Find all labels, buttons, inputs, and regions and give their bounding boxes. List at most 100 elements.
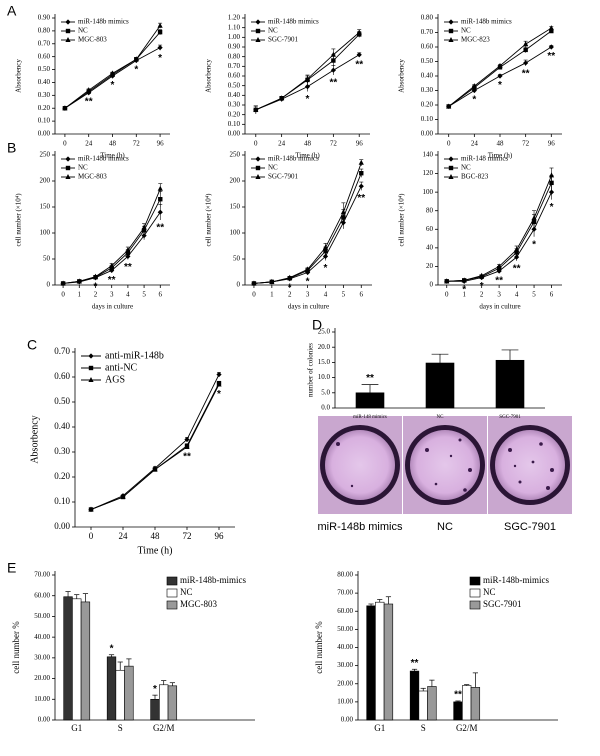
significance-mark: * (532, 239, 536, 250)
significance-mark: * (550, 202, 554, 213)
bar (355, 392, 385, 409)
y-tick-label: 50 (43, 255, 51, 263)
y-tick-label: 50 (233, 255, 241, 263)
y-tick-label: 0.00 (421, 130, 434, 138)
y-tick-label: 0.10 (228, 120, 241, 128)
y-tick-label: 5.0 (321, 388, 330, 396)
legend-marker (448, 165, 454, 171)
y-tick-label: 60.00 (337, 607, 353, 615)
x-tick-label: S (118, 723, 123, 733)
significance-mark: * (94, 281, 98, 292)
x-tick-label: 48 (151, 531, 161, 541)
bar (409, 670, 420, 721)
significance-mark: * (306, 94, 310, 105)
y-tick-label: 70.00 (337, 589, 353, 597)
x-tick-label: 1 (78, 291, 82, 299)
marker (62, 105, 68, 111)
marker (523, 41, 529, 47)
y-axis-label: cell number (×10⁴) (205, 193, 213, 247)
marker (496, 268, 502, 274)
bar (470, 687, 481, 721)
legend-swatch (166, 588, 178, 598)
y-tick-label: 0 (430, 281, 434, 289)
y-tick-label: 120 (423, 169, 434, 177)
y-tick-label: 150 (230, 203, 241, 211)
bar (63, 596, 73, 721)
marker (88, 506, 94, 512)
y-tick-label: 140 (423, 151, 434, 159)
legend-label: miR-148 mimics (461, 155, 509, 163)
marker (548, 172, 555, 178)
significance-mark: * (134, 64, 138, 75)
marker (330, 51, 336, 57)
marker (548, 189, 555, 195)
legend-marker (88, 353, 94, 359)
y-tick-label: 0.20 (228, 110, 241, 118)
marker (304, 75, 311, 81)
significance-mark: ** (355, 59, 363, 70)
marker (358, 183, 364, 189)
y-tick-label: 15.0 (318, 358, 331, 366)
y-tick-label: 0.40 (54, 421, 70, 431)
x-tick-label: 4 (324, 291, 328, 299)
y-tick-label: 0.80 (421, 14, 434, 22)
marker (356, 52, 362, 58)
marker (523, 60, 529, 66)
marker (549, 28, 554, 34)
y-tick-label: 200 (40, 177, 51, 185)
legend-label: anti-miR-148b (105, 350, 164, 361)
legend-marker (255, 165, 261, 171)
y-tick-label: 1.00 (228, 33, 241, 41)
dish (495, 430, 565, 500)
bar (115, 669, 125, 721)
y-tick-label: 100 (40, 229, 51, 237)
marker (322, 244, 329, 250)
legend-marker (65, 165, 71, 171)
bar (427, 686, 437, 721)
x-axis-label: Time (h) (295, 152, 320, 160)
x-axis-label: days in culture (288, 303, 329, 311)
significance-mark: ** (357, 193, 365, 204)
y-tick-label: 0.70 (228, 62, 241, 70)
y-tick-label: 0.50 (421, 57, 434, 65)
x-tick-label: 48 (497, 140, 505, 148)
x-tick-label: 4 (126, 291, 130, 299)
y-tick-label: 40 (426, 243, 434, 251)
x-tick-label: 1 (270, 291, 274, 299)
significance-mark: * (217, 389, 221, 400)
y-tick-label: 20.0 (318, 343, 331, 351)
legend-label: NC (78, 27, 88, 35)
y-tick-label: 0.60 (54, 371, 70, 381)
panel-label: D (312, 317, 322, 333)
y-tick-label: 10.0 (318, 373, 331, 381)
legend-swatch (469, 588, 481, 598)
x-tick-label: 96 (215, 531, 225, 541)
legend-label: NC (461, 164, 471, 172)
x-tick-label: 0 (252, 291, 256, 299)
legend-label: AGS (105, 374, 125, 385)
significance-mark: ** (366, 373, 374, 384)
marker (120, 494, 126, 499)
colonies (336, 438, 554, 492)
y-tick-label: 70.00 (34, 571, 50, 579)
image-caption: NC (437, 521, 453, 533)
bar (453, 701, 463, 721)
y-tick-label: 100 (230, 229, 241, 237)
y-tick-label: 30.00 (34, 653, 50, 661)
y-tick-label: 60.00 (34, 591, 50, 599)
marker (157, 185, 163, 191)
y-tick-label: 0.30 (54, 446, 70, 456)
y-tick-label: 80 (426, 206, 434, 214)
y-tick-label: 0.90 (38, 14, 51, 22)
x-axis-label: Time (h) (488, 152, 513, 160)
y-tick-label: 0.00 (228, 130, 241, 138)
y-tick-label: 0.00 (341, 716, 354, 724)
y-tick-label: 20.00 (337, 679, 353, 687)
marker (184, 436, 190, 443)
marker (322, 253, 329, 259)
y-axis-label: Absorbency (15, 59, 23, 93)
x-tick-label: 0 (445, 291, 449, 299)
y-tick-label: 0.40 (228, 91, 241, 99)
legend-marker (255, 28, 261, 34)
legend-label: miR-148b-mimics (483, 575, 549, 585)
